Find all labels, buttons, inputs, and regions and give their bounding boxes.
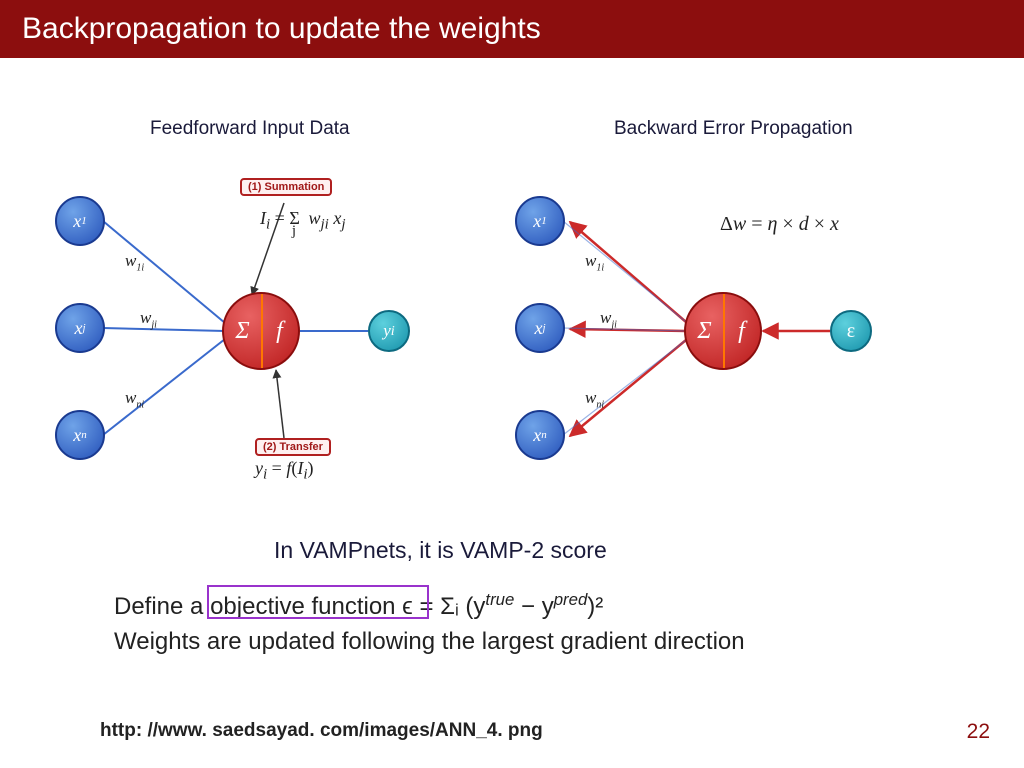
delta-w-eq: Δw = η × d × x: [720, 213, 839, 236]
weight-wji-r: wji: [600, 308, 617, 330]
neuron-left: Σ f: [222, 292, 300, 370]
input-node-x1-r: x1: [515, 196, 565, 246]
input-node-x1: x1: [55, 196, 105, 246]
neuron-divider: [261, 294, 263, 368]
input-node-xj: xj: [55, 303, 105, 353]
input-node-xj-r: xj: [515, 303, 565, 353]
objective-highlight-box: [207, 585, 429, 619]
transfer-eq: yi = f(Ii): [255, 458, 314, 484]
vampnets-caption: In VAMPnets, it is VAMP-2 score: [274, 537, 607, 564]
diagrams-area: Feedforward Input Data Backward Error Pr…: [0, 58, 1024, 498]
transfer-box: (2) Transfer: [255, 438, 331, 456]
slide-header: Backpropagation to update the weights: [0, 0, 1024, 58]
output-node-y: yi: [368, 310, 410, 352]
right-panel-title: Backward Error Propagation: [614, 118, 853, 140]
weight-wji: wji: [140, 308, 157, 330]
summation-eq: Ii = Σj wji xj: [260, 208, 346, 234]
summation-box: (1) Summation: [240, 178, 332, 196]
neuron-sum: Σ: [224, 294, 261, 368]
input-node-xn-r: xn: [515, 410, 565, 460]
error-node: ε: [830, 310, 872, 352]
neuron-fn-r: f: [723, 294, 760, 368]
slide-title: Backpropagation to update the weights: [22, 12, 541, 46]
neuron-sum-r: Σ: [686, 294, 723, 368]
weight-w1i: w1i: [125, 251, 144, 273]
input-node-xn: xn: [55, 410, 105, 460]
weight-wni-r: wni: [585, 388, 604, 410]
neuron-divider-r: [723, 294, 725, 368]
page-number: 22: [967, 720, 990, 744]
weight-wni: wni: [125, 388, 144, 410]
source-url: http: //www. saedsayad. com/images/ANN_4…: [100, 720, 543, 742]
weights-line: Weights are updated following the larges…: [114, 628, 745, 656]
weight-w1i-r: w1i: [585, 251, 604, 273]
neuron-fn: f: [261, 294, 298, 368]
left-panel-title: Feedforward Input Data: [150, 118, 350, 140]
neuron-right: Σ f: [684, 292, 762, 370]
